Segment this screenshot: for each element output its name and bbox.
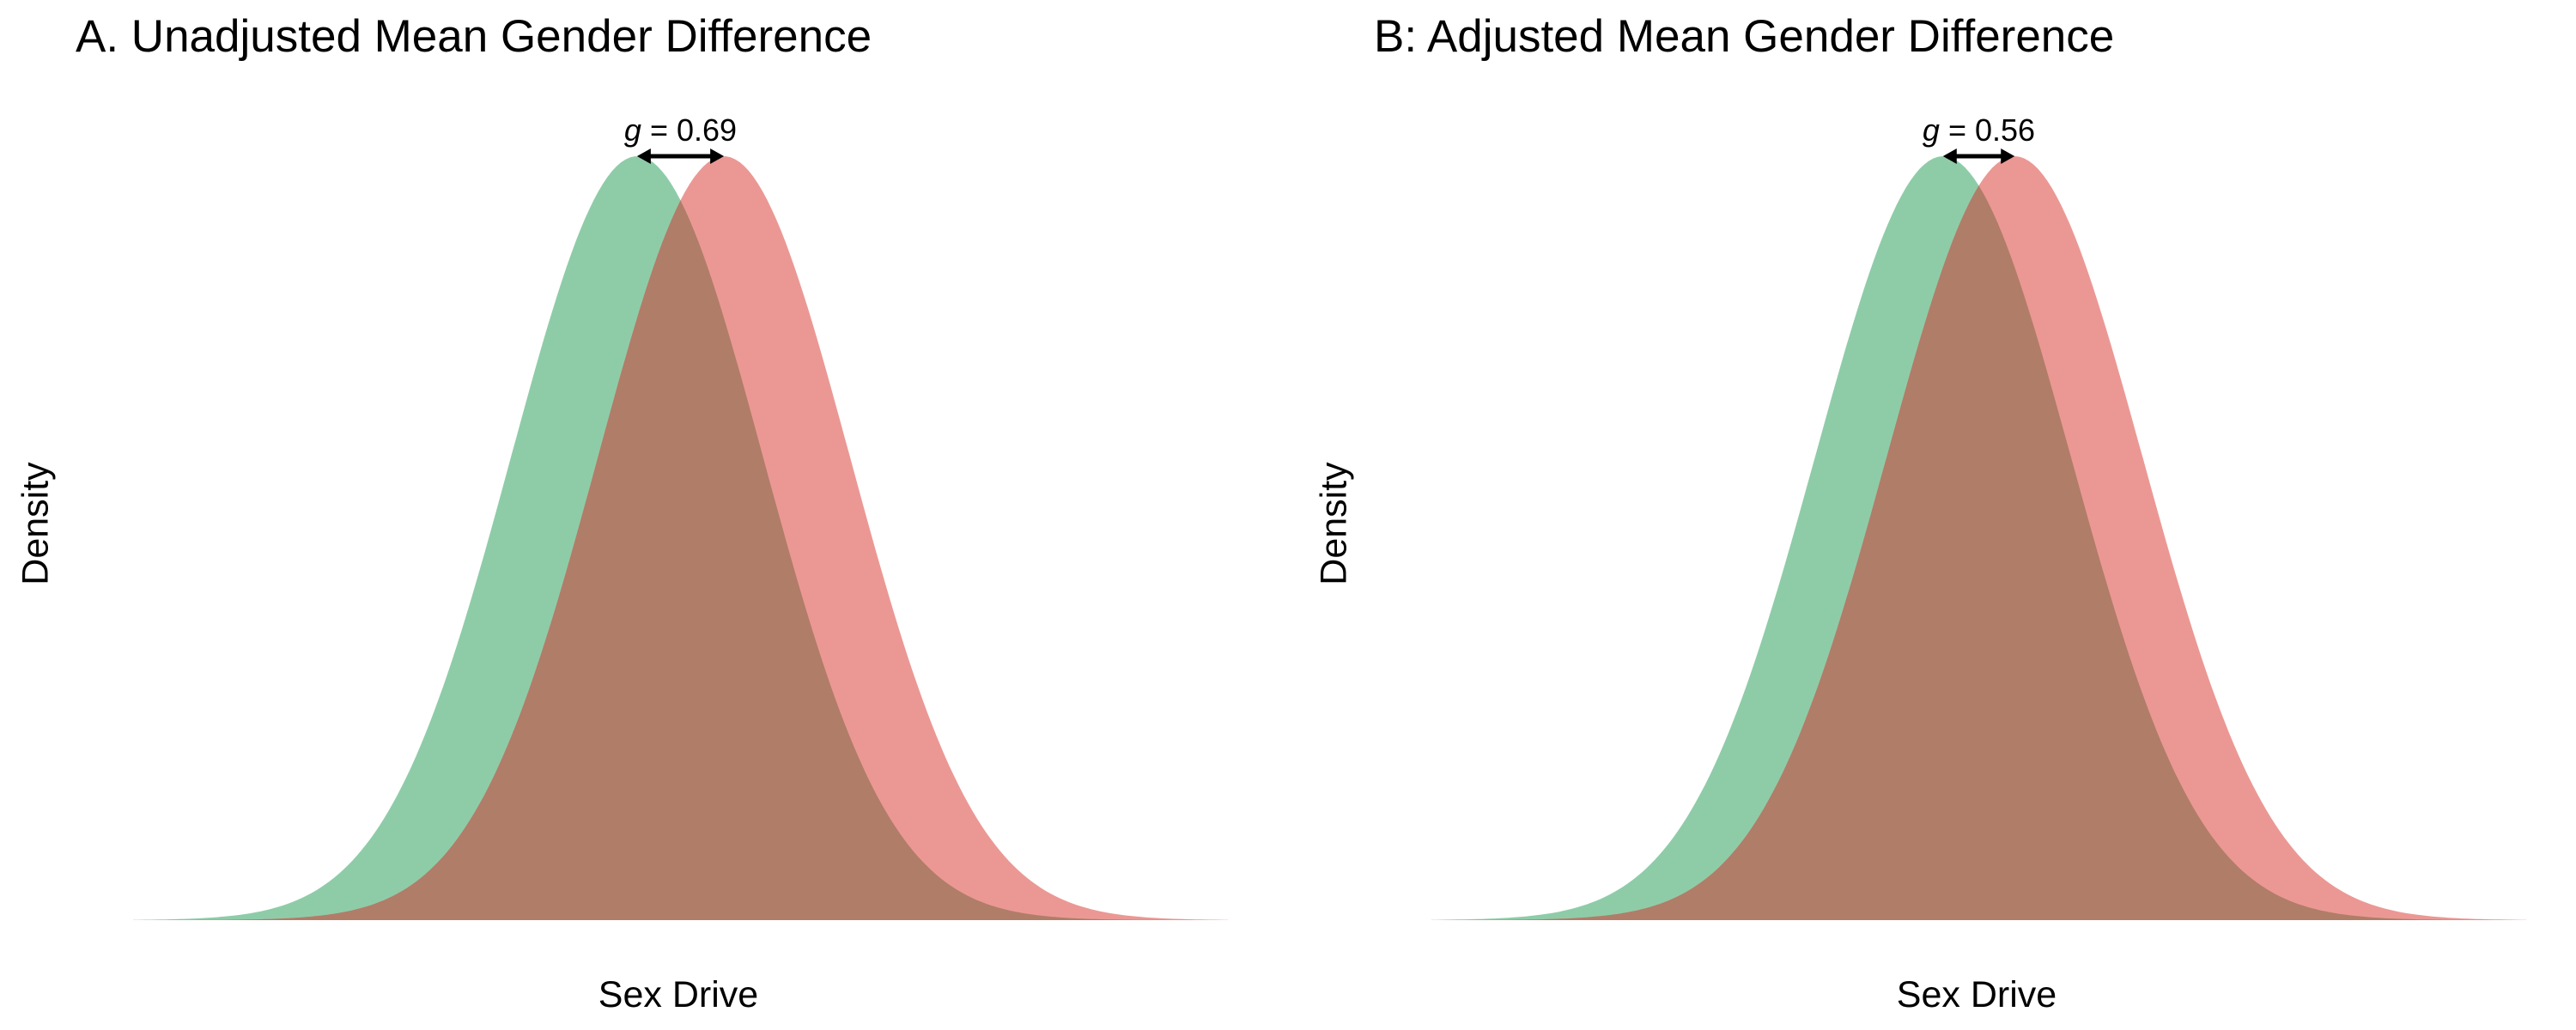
- effect-size-annotation: g = 0.56: [1923, 112, 2035, 148]
- density-overlap-area: [133, 156, 1228, 921]
- annotation-operator: =: [1940, 112, 1975, 148]
- density-overlap-area: [1431, 156, 2526, 920]
- effect-size-arrow: [636, 148, 725, 164]
- annotation-operator: =: [641, 112, 677, 148]
- annotation-symbol: g: [624, 112, 641, 148]
- chart-panel-a: A. Unadjusted Mean Gender Difference g =…: [15, 11, 1228, 1015]
- chart-title: A. Unadjusted Mean Gender Difference: [76, 11, 872, 62]
- effect-size-annotation: g = 0.69: [624, 112, 737, 148]
- x-axis-label: Sex Drive: [598, 974, 759, 1015]
- y-axis-label: Density: [15, 462, 57, 585]
- chart-panel-b: B: Adjusted Mean Gender Difference g = 0…: [1298, 0, 2576, 1030]
- effect-size-arrow: [1942, 148, 2015, 164]
- x-axis-label: Sex Drive: [1896, 974, 2057, 1015]
- density-plot: g = 0.69: [133, 112, 1228, 921]
- annotation-value: 0.69: [677, 112, 737, 148]
- density-plot: g = 0.56: [1431, 112, 2526, 920]
- chart-title: B: Adjusted Mean Gender Difference: [1374, 11, 2115, 62]
- y-axis-label: Density: [1313, 462, 1355, 585]
- annotation-symbol: g: [1923, 112, 1940, 148]
- annotation-value: 0.56: [1975, 112, 2035, 148]
